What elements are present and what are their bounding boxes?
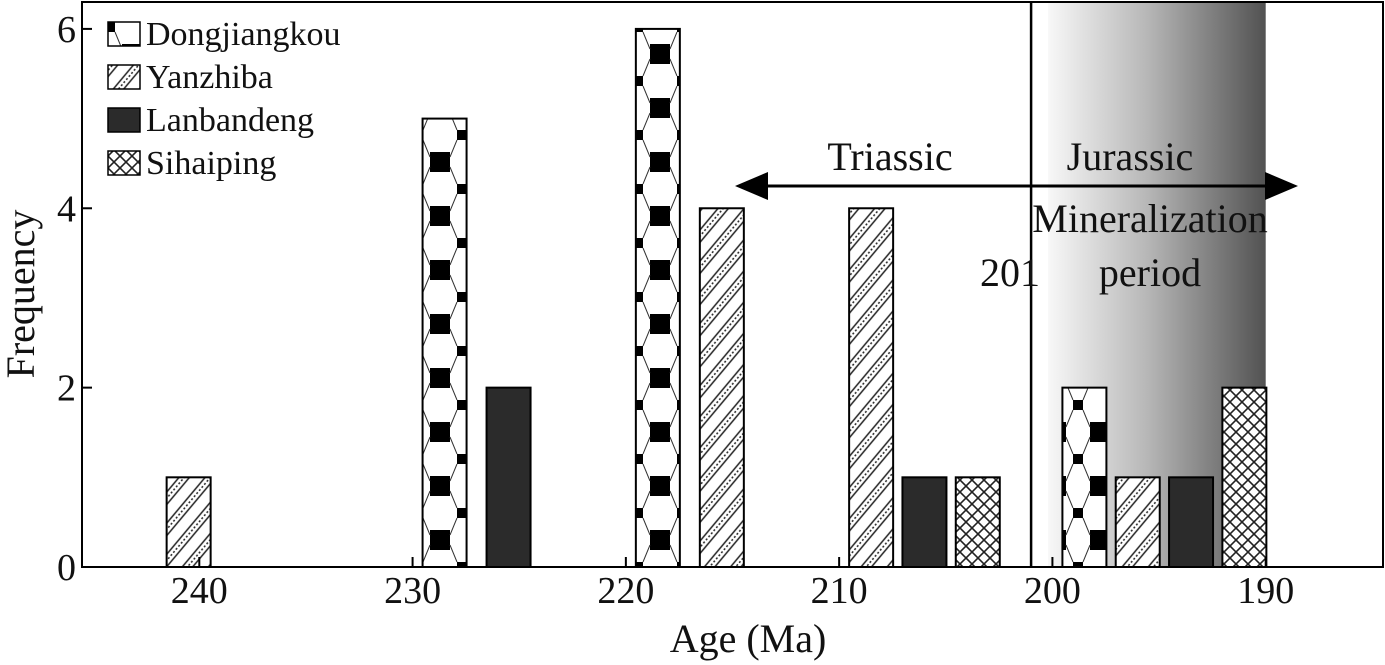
mineralization-label-line1: Mineralization	[1032, 196, 1267, 241]
x-tick-label: 240	[171, 570, 228, 612]
bars	[165, 27, 1268, 569]
boundary-age-label: 201	[980, 250, 1040, 295]
period-arrows	[735, 172, 1298, 200]
x-tick-label: 230	[384, 570, 441, 612]
y-tick-label: 0	[57, 547, 76, 589]
bar-yanzhiba-1	[698, 207, 745, 568]
legend-label-yanzhiba: Yanzhiba	[146, 59, 273, 96]
mineralization-label-line2: period	[1099, 250, 1201, 295]
legend-swatch-sihaiping	[107, 150, 141, 176]
bar-lanbandeng-2	[1168, 476, 1215, 569]
y-tick-label: 4	[57, 188, 76, 230]
y-tick-label: 6	[57, 9, 76, 51]
bar-lanbandeng-1	[901, 476, 948, 569]
legend-label-lanbandeng: Lanbandeng	[146, 102, 314, 139]
x-tick-label: 190	[1237, 570, 1294, 612]
bar-sihaiping-0	[954, 476, 1001, 569]
jurassic-label: Jurassic	[1067, 134, 1194, 179]
bar-dongjiangkou-1	[634, 27, 681, 568]
bar-yanzhiba-0	[165, 476, 212, 569]
triassic-label: Triassic	[827, 134, 952, 179]
legend-label-dongjiangkou: Dongjiangkou	[146, 16, 341, 53]
y-tick-label: 2	[57, 368, 76, 410]
legend-swatch-dongjiangkou	[107, 21, 141, 47]
bar-yanzhiba-2	[848, 207, 895, 568]
bar-lanbandeng-0	[485, 386, 532, 568]
x-axis-ticks: 240 230 220 210 200 190	[171, 557, 1294, 612]
y-axis-ticks: 0 2 4 6	[57, 9, 92, 589]
legend-label-sihaiping: Sihaiping	[146, 145, 276, 182]
x-tick-label: 200	[1024, 570, 1081, 612]
y-axis-title: Frequency	[0, 210, 43, 379]
jurassic-arrow-head	[1265, 172, 1298, 200]
triassic-arrow-head	[735, 172, 768, 200]
x-axis-title: Age (Ma)	[670, 616, 827, 661]
bar-dongjiangkou-0	[421, 117, 468, 568]
x-tick-label: 210	[811, 570, 868, 612]
bar-sihaiping-1	[1221, 386, 1268, 568]
bar-yanzhiba-3	[1114, 476, 1161, 569]
legend-swatch-yanzhiba	[107, 64, 141, 90]
x-tick-label: 220	[597, 570, 654, 612]
legend-swatch-lanbandeng	[107, 107, 141, 133]
legend: Dongjiangkou Yanzhiba Lanbandeng Sihaiping	[107, 16, 341, 182]
bar-dongjiangkou-2	[1061, 386, 1108, 568]
plot-frame	[81, 1, 1384, 568]
